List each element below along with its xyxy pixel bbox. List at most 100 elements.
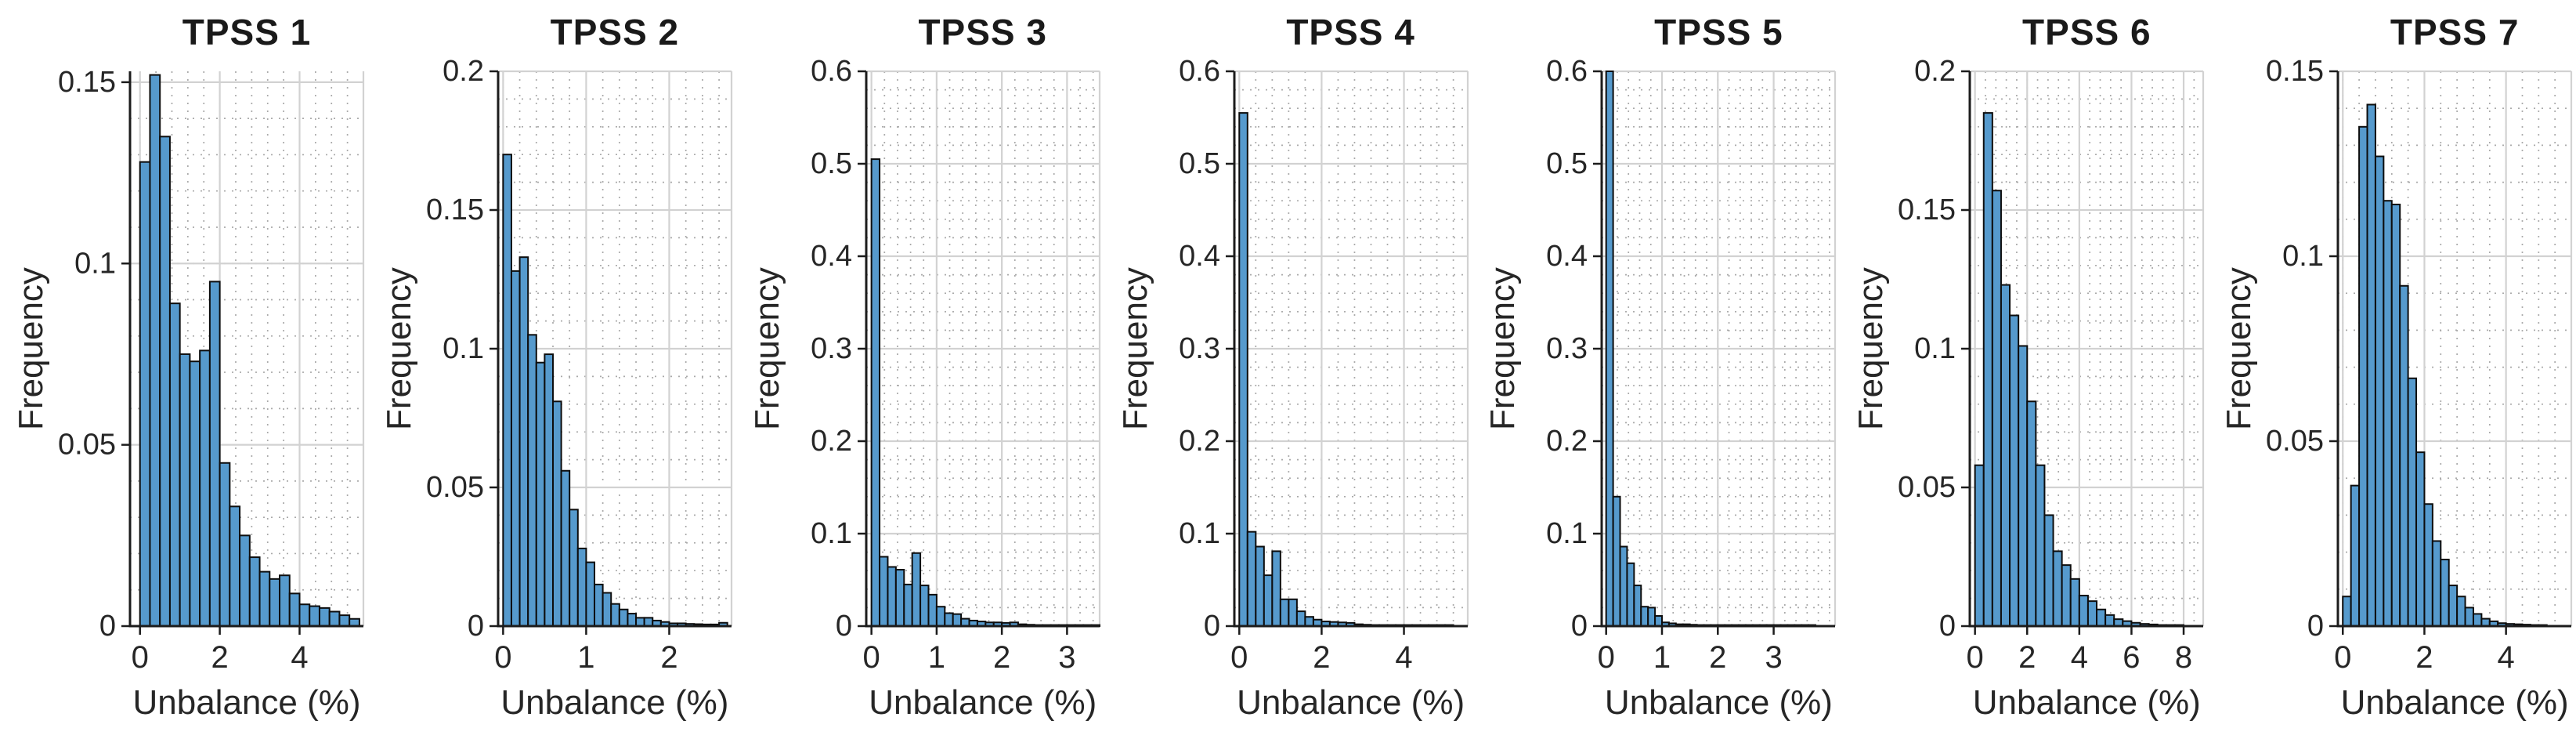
y-tick-label: 0.5 [1179, 147, 1220, 180]
y-tick-label: 0.15 [426, 194, 484, 226]
histogram-bar [535, 361, 546, 627]
x-axis-label: Unbalance (%) [1604, 683, 1833, 722]
x-tick-label: 2 [211, 640, 228, 675]
histogram-bar [2026, 400, 2037, 627]
x-tick-label: 2 [2415, 640, 2433, 675]
x-tick-label: 0 [494, 640, 511, 675]
histogram-bar [1974, 464, 1985, 627]
x-axis-label: Unbalance (%) [500, 683, 729, 722]
histogram-tpss-7: TPSS 7 Frequency 0 0.05 0.1 0.15 0 2 4 Unbalan… [2208, 0, 2576, 746]
x-axis-label: Unbalance (%) [132, 683, 361, 722]
histogram-bar [927, 593, 938, 628]
histogram-bar [2375, 155, 2385, 627]
histogram-bar [1303, 616, 1314, 628]
chart-title: TPSS 1 [182, 12, 312, 53]
histogram-bar [2399, 284, 2409, 627]
x-tick-label: 2 [993, 640, 1010, 675]
histogram-tpss-3: TPSS 3 Frequency 0 0.1 0.2 0.3 0.4 0.5 0.6 0 1 2 3… [736, 0, 1104, 746]
histogram-bar [2061, 564, 2072, 627]
chart-title: TPSS 4 [1286, 12, 1415, 53]
y-tick-label: 0.1 [443, 332, 484, 365]
histogram-bar [952, 613, 962, 627]
x-tick-label: 2 [2018, 640, 2036, 675]
histogram-bar [168, 302, 181, 627]
y-tick-label: 0.2 [1547, 425, 1588, 458]
x-tick-label: 1 [927, 640, 945, 675]
histogram-plot: 0 0.1 0.2 0.3 0.4 0.5 0.6 0 2 4 [1179, 55, 1469, 675]
histogram-bar [2440, 559, 2450, 627]
histogram-bar [208, 281, 221, 627]
histogram-bar [2390, 203, 2401, 628]
histogram-bar [2415, 451, 2426, 627]
x-tick-label: 2 [1313, 640, 1330, 675]
histogram-bar [610, 603, 620, 627]
histogram-plot: 0 0.05 0.1 0.15 0.2 0 1 2 [426, 55, 732, 675]
histogram-bar [911, 552, 921, 628]
histogram-bar [1983, 112, 1994, 628]
histogram-bar [1633, 585, 1642, 628]
y-tick-label: 0.05 [1898, 471, 1956, 504]
x-axis-label: Unbalance (%) [2340, 683, 2569, 722]
histogram-bar [1237, 112, 1248, 628]
histogram-bar [219, 462, 231, 627]
x-tick-label: 1 [577, 640, 594, 675]
histogram-bar [544, 353, 554, 627]
y-tick-label: 0.15 [1898, 194, 1956, 226]
histogram-bar [1295, 610, 1306, 627]
y-tick-label: 0.5 [1547, 147, 1588, 180]
x-tick-label: 0 [1967, 640, 1984, 675]
histogram-bar [618, 608, 629, 628]
y-tick-label: 0 [1571, 610, 1588, 643]
histogram-bar [1287, 598, 1298, 628]
histogram-plot: 0 0.05 0.1 0.15 0 2 4 [2266, 55, 2573, 675]
histogram-bar [935, 606, 946, 627]
histogram-bar [944, 612, 954, 627]
chart-title: TPSS 6 [2022, 12, 2151, 53]
y-tick-label: 0.2 [811, 425, 852, 458]
x-tick-label: 3 [1058, 640, 1075, 675]
histogram-bar [527, 334, 537, 627]
histogram-bar [576, 547, 587, 628]
y-tick-label: 0 [468, 610, 484, 643]
y-tick-label: 0.3 [811, 332, 852, 365]
x-axis-label: Unbalance (%) [869, 683, 1097, 722]
histogram-bar [2342, 596, 2352, 627]
histogram-bar [602, 592, 612, 628]
x-tick-label: 0 [1598, 640, 1615, 675]
histogram-plot: 0 0.1 0.2 0.3 0.4 0.5 0.6 0 1 2 3 [1547, 55, 1837, 675]
histogram-bar [2464, 607, 2475, 628]
histogram-tpss-2: TPSS 2 Frequency 0 0.05 0.1 0.15 0.2 0 1 2 Unba… [368, 0, 736, 746]
histogram-bar [2043, 514, 2054, 628]
histogram-bar [1619, 545, 1628, 628]
histogram-plot: 0 0.1 0.2 0.3 0.4 0.5 0.6 0 1 2 3 [811, 55, 1100, 675]
y-tick-label: 0.3 [1547, 332, 1588, 365]
histogram-bar [1606, 71, 1615, 627]
histogram-bar [2432, 540, 2442, 627]
y-tick-label: 0.5 [811, 147, 852, 180]
histogram-bar [878, 556, 889, 627]
histogram-bar [510, 270, 521, 627]
x-tick-label: 2 [660, 640, 677, 675]
histogram-bar [2407, 377, 2418, 627]
y-tick-label: 0.4 [1547, 240, 1588, 273]
chart-title: TPSS 2 [550, 12, 680, 53]
histogram-bar [1270, 550, 1281, 627]
y-tick-label: 0.2 [443, 55, 484, 88]
y-tick-label: 0.1 [2282, 240, 2324, 273]
y-tick-label: 0.3 [1179, 332, 1220, 365]
x-tick-label: 4 [2071, 640, 2088, 675]
histogram-bar [149, 74, 161, 628]
histogram-bar [189, 360, 201, 627]
histogram-bar [229, 505, 241, 628]
histogram-bar [2456, 596, 2466, 627]
histogram-bar [870, 158, 880, 628]
histogram-bar [1640, 606, 1649, 627]
histogram-bar [2383, 200, 2393, 627]
histogram-bar [2096, 608, 2107, 628]
histogram-bar [1254, 545, 1265, 628]
y-tick-label: 0 [836, 610, 852, 643]
histogram-bar [2000, 284, 2011, 627]
histogram-bar [279, 574, 291, 628]
histogram-tpss-5: TPSS 5 Frequency 0 0.1 0.2 0.3 0.4 0.5 0.6 0 1 2 3… [1472, 0, 1840, 746]
histogram-plot: 00.050.10.150.20 2 4 6 8 [1898, 55, 2205, 675]
